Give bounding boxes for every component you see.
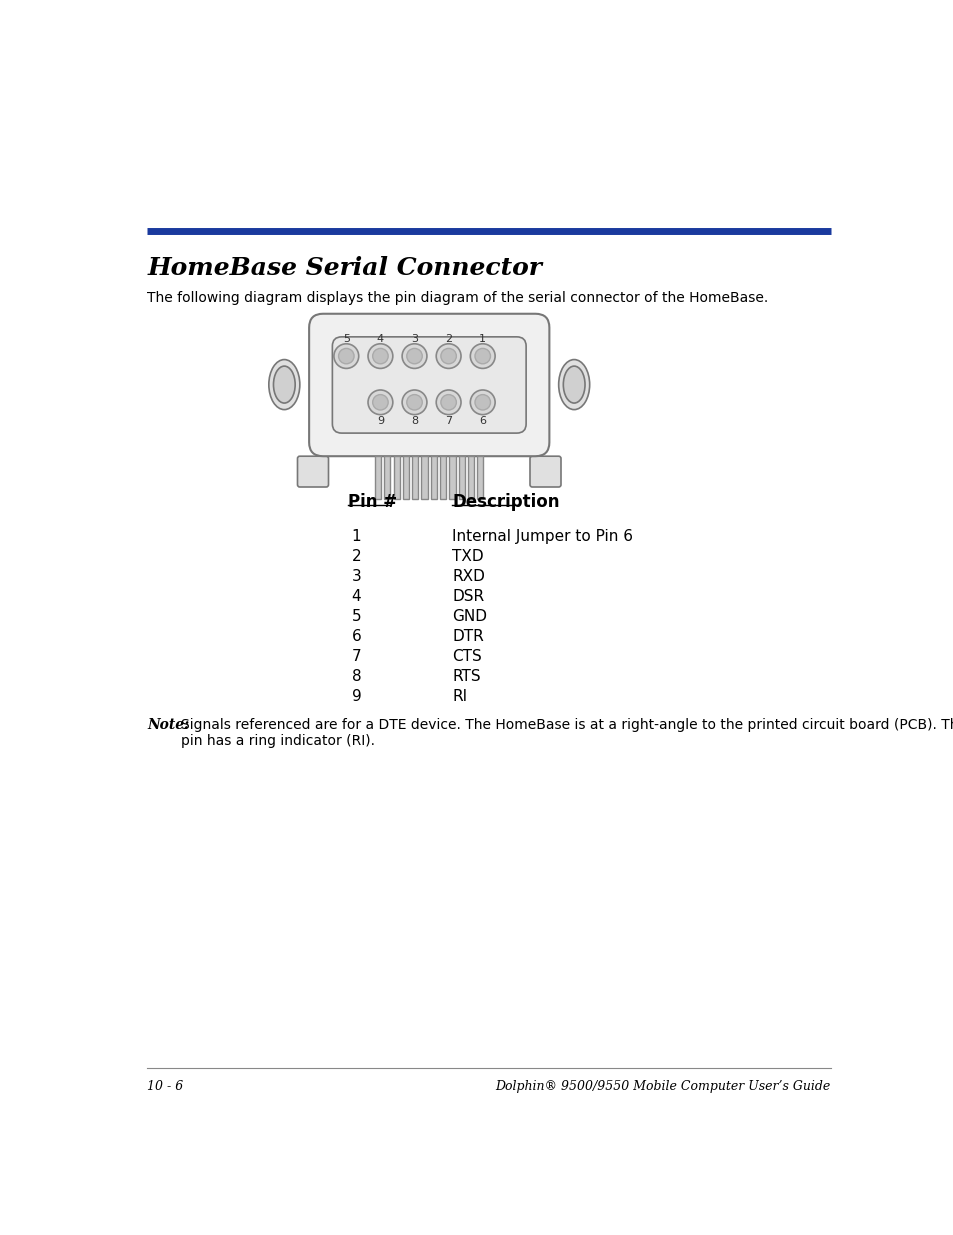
Text: TXD: TXD xyxy=(452,548,483,563)
Circle shape xyxy=(440,395,456,410)
Bar xyxy=(402,456,409,499)
Text: 5: 5 xyxy=(352,609,361,624)
FancyBboxPatch shape xyxy=(297,456,328,487)
Circle shape xyxy=(475,395,490,410)
Text: GND: GND xyxy=(452,609,487,624)
Circle shape xyxy=(475,348,490,364)
Ellipse shape xyxy=(274,366,294,403)
Ellipse shape xyxy=(562,366,584,403)
Text: HomeBase Serial Connector: HomeBase Serial Connector xyxy=(147,256,541,280)
Circle shape xyxy=(368,343,393,368)
Bar xyxy=(394,456,399,499)
Bar xyxy=(431,456,436,499)
Circle shape xyxy=(373,348,388,364)
Text: CTS: CTS xyxy=(452,648,482,663)
Bar xyxy=(439,456,446,499)
Text: 7: 7 xyxy=(352,648,361,663)
Text: Dolphin® 9500/9550 Mobile Computer User’s Guide: Dolphin® 9500/9550 Mobile Computer User’… xyxy=(495,1079,830,1093)
Text: 4: 4 xyxy=(376,335,384,345)
Text: RTS: RTS xyxy=(452,668,480,684)
Circle shape xyxy=(406,348,422,364)
Text: 5: 5 xyxy=(342,335,350,345)
Text: Description: Description xyxy=(452,493,559,511)
Circle shape xyxy=(470,343,495,368)
Circle shape xyxy=(440,348,456,364)
FancyBboxPatch shape xyxy=(309,314,549,456)
Circle shape xyxy=(368,390,393,415)
Text: 1: 1 xyxy=(478,335,486,345)
Text: The following diagram displays the pin diagram of the serial connector of the Ho: The following diagram displays the pin d… xyxy=(147,290,767,305)
Bar xyxy=(412,456,418,499)
Circle shape xyxy=(470,390,495,415)
Text: 8: 8 xyxy=(352,668,361,684)
Bar xyxy=(384,456,390,499)
Text: 3: 3 xyxy=(411,335,417,345)
Text: 3: 3 xyxy=(352,568,361,584)
FancyBboxPatch shape xyxy=(332,337,525,433)
Bar xyxy=(375,456,381,499)
Ellipse shape xyxy=(269,359,299,410)
Circle shape xyxy=(334,343,358,368)
Text: 6: 6 xyxy=(352,629,361,643)
Circle shape xyxy=(402,390,427,415)
Text: 10 - 6: 10 - 6 xyxy=(147,1079,183,1093)
Text: Note:: Note: xyxy=(147,718,190,732)
Text: Signals referenced are for a DTE device. The HomeBase is at a right-angle to the: Signals referenced are for a DTE device.… xyxy=(181,718,953,748)
Bar xyxy=(468,456,474,499)
Circle shape xyxy=(436,390,460,415)
FancyBboxPatch shape xyxy=(530,456,560,487)
Circle shape xyxy=(402,343,427,368)
Circle shape xyxy=(406,395,422,410)
Text: 6: 6 xyxy=(478,416,486,426)
Text: 4: 4 xyxy=(352,589,361,604)
Text: 9: 9 xyxy=(376,416,384,426)
Bar xyxy=(476,456,483,499)
Text: 9: 9 xyxy=(352,689,361,704)
Text: Internal Jumper to Pin 6: Internal Jumper to Pin 6 xyxy=(452,529,633,543)
Circle shape xyxy=(373,395,388,410)
Text: Pin #: Pin # xyxy=(348,493,396,511)
Bar xyxy=(449,456,456,499)
Circle shape xyxy=(436,343,460,368)
Text: 7: 7 xyxy=(445,416,452,426)
Text: DTR: DTR xyxy=(452,629,484,643)
Text: 8: 8 xyxy=(411,416,417,426)
Bar xyxy=(458,456,464,499)
Text: 2: 2 xyxy=(352,548,361,563)
Ellipse shape xyxy=(558,359,589,410)
Text: 2: 2 xyxy=(445,335,452,345)
Circle shape xyxy=(338,348,354,364)
Text: DSR: DSR xyxy=(452,589,484,604)
Text: 1: 1 xyxy=(352,529,361,543)
Text: RI: RI xyxy=(452,689,467,704)
Bar xyxy=(421,456,427,499)
Text: RXD: RXD xyxy=(452,568,485,584)
